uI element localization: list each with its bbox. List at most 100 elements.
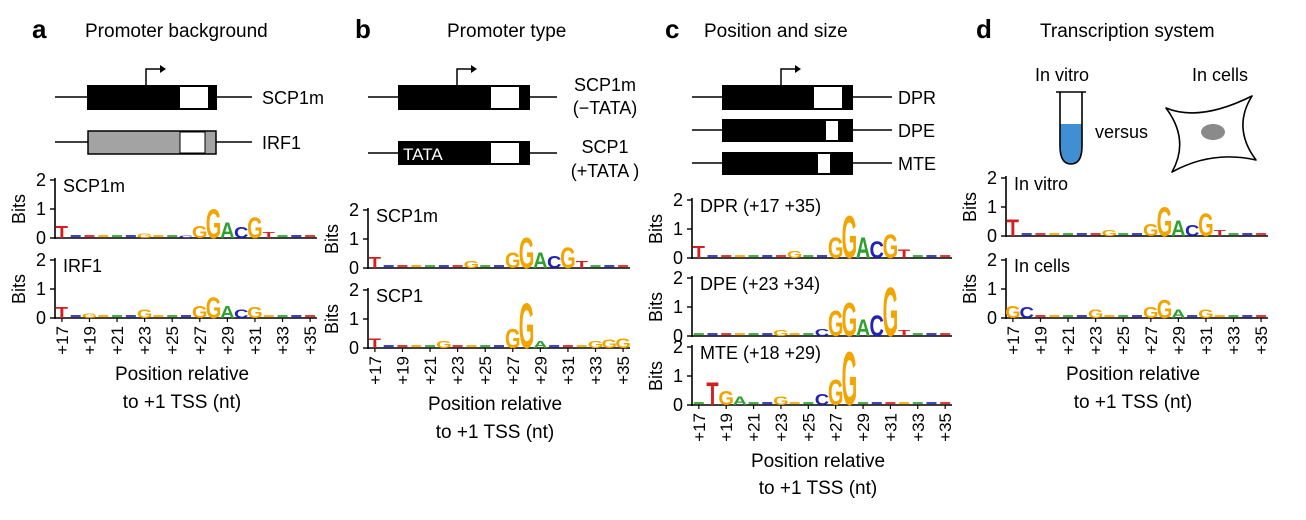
background-letter <box>899 402 910 405</box>
tss-arrow-icon <box>780 68 795 85</box>
background-letter <box>1063 315 1074 318</box>
logo-letter: G <box>1143 304 1159 322</box>
y-tick-label: 2 <box>987 168 997 188</box>
logo-label: IRF1 <box>63 256 102 276</box>
logo-label: In cells <box>1014 256 1070 276</box>
background-letter <box>562 345 573 348</box>
background-letter <box>1035 233 1046 236</box>
logo-letter: G <box>206 200 222 247</box>
background-letter <box>1118 233 1129 236</box>
background-letter <box>912 333 923 336</box>
y-tick-label: 2 <box>673 268 683 288</box>
logo-letter: C <box>1019 304 1033 322</box>
background-letter <box>789 402 800 405</box>
logo-letter: G <box>247 212 263 245</box>
x-tick-label: +25 <box>1114 326 1133 355</box>
y-axis-label: Bits <box>322 224 342 254</box>
logo-letter: G <box>1005 303 1021 323</box>
logo-letter: A <box>220 219 234 243</box>
logo-letter: C <box>1185 222 1199 240</box>
panel-d: d Transcription system In vitro In cells… <box>960 14 1271 413</box>
logo-letter: G <box>842 337 858 422</box>
y-tick-label: 2 <box>673 190 683 210</box>
logo-letter: G <box>519 229 535 278</box>
background-letter <box>1242 233 1253 236</box>
logo-letter: T <box>56 223 69 243</box>
background-letter <box>1242 315 1253 318</box>
logo-label: MTE (+18 +29) <box>700 343 821 363</box>
background-letter <box>1090 233 1101 236</box>
logo-letter: G <box>505 249 521 273</box>
y-tick-label: 0 <box>987 226 997 246</box>
background-letter <box>885 402 896 405</box>
y-tick-label: 1 <box>36 199 46 219</box>
background-letter <box>98 315 109 318</box>
logo-letter: G <box>192 223 208 243</box>
logo-letter: G <box>602 338 618 351</box>
logo-letter: T <box>706 376 718 412</box>
background-letter <box>397 345 408 348</box>
logo-letter: T <box>693 243 706 263</box>
y-axis-label: Bits <box>9 274 29 304</box>
background-letter <box>762 255 773 258</box>
x-axis-title-line2: to +1 TSS (nt) <box>123 392 241 413</box>
y-tick-label: 1 <box>673 297 683 317</box>
x-axis-title-line1: Position relative <box>751 451 885 472</box>
background-letter <box>1256 315 1267 318</box>
logo-letter: A <box>220 303 235 323</box>
tata-box-label: TATA <box>403 145 443 164</box>
x-tick-label: +21 <box>421 356 440 385</box>
construct-label-line2: (+TATA ) <box>571 161 640 181</box>
y-axis-label: Bits <box>9 194 29 224</box>
x-tick-label: +33 <box>587 356 606 385</box>
background-letter <box>411 265 422 268</box>
panel-b: b Promoter type SCP1m (−TATA) TATA SCP1 … <box>322 14 639 443</box>
background-letter <box>912 402 923 405</box>
logo-label: SCP1 <box>376 286 423 306</box>
logo-label: SCP1m <box>63 176 125 196</box>
in-vitro-icon-label: In vitro <box>1035 65 1089 85</box>
versus-label: versus <box>1095 122 1148 142</box>
construct-label-line1: SCP1 <box>581 137 628 157</box>
logo-letter: G <box>718 388 734 410</box>
background-letter <box>1256 233 1267 236</box>
panel-title-c: Position and size <box>704 21 848 42</box>
x-tick-label: +25 <box>476 356 495 385</box>
in-cells-icon-label: In cells <box>1192 65 1248 85</box>
x-tick-label: +31 <box>559 356 578 385</box>
background-letter <box>167 235 178 238</box>
background-letter <box>84 235 95 238</box>
background-letter <box>277 315 288 318</box>
background-letter <box>775 255 786 258</box>
background-letter <box>1049 233 1060 236</box>
background-letter <box>1118 315 1129 318</box>
panel-title-a: Promoter background <box>85 21 268 42</box>
background-letter <box>789 333 800 336</box>
logo-letter: C <box>815 391 829 409</box>
logo-letter: T <box>263 231 276 240</box>
tss-arrow-icon <box>145 68 160 85</box>
background-letter <box>871 402 882 405</box>
x-axis-a: +17 +19 +21 +23 +25 +27 +29 +31 +33 +35 Position r… <box>53 318 320 413</box>
x-tick-label: +21 <box>1059 326 1078 355</box>
logo-letter: A <box>533 340 547 351</box>
background-letter <box>1021 233 1032 236</box>
construct-label-line2: (−TATA) <box>573 98 638 118</box>
y-tick-label: 1 <box>987 197 997 217</box>
logo-letter: G <box>828 305 844 345</box>
background-letter <box>604 265 615 268</box>
logo-letter: G <box>842 293 858 347</box>
arrowhead-icon <box>795 65 801 73</box>
logo-label: DPE (+23 +34) <box>700 274 820 294</box>
background-letter <box>125 235 136 238</box>
logo-letter: T <box>56 304 68 322</box>
logo-letter: C <box>815 328 829 339</box>
background-letter <box>425 265 436 268</box>
x-tick-label: +21 <box>108 326 127 355</box>
background-letter <box>1187 315 1198 318</box>
background-letter <box>590 265 601 268</box>
panel-letter-b: b <box>355 14 371 44</box>
background-letter <box>803 402 814 405</box>
